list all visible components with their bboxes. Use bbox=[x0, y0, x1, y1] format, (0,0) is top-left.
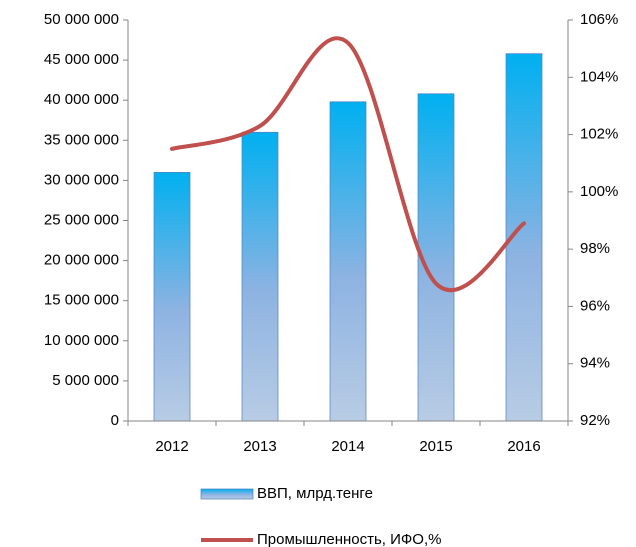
y-tick-label: 30 000 000 bbox=[44, 171, 119, 188]
y2-tick-label: 98% bbox=[580, 240, 610, 257]
y-tick-label: 45 000 000 bbox=[44, 51, 119, 68]
x-tick-label: 2015 bbox=[419, 438, 452, 455]
legend-label: ВВП, млрд.тенге bbox=[257, 485, 373, 502]
x-tick-label: 2016 bbox=[507, 438, 540, 455]
y-tick-label: 15 000 000 bbox=[44, 292, 119, 309]
y2-tick-label: 94% bbox=[580, 355, 610, 372]
line bbox=[170, 36, 526, 293]
bar bbox=[153, 172, 191, 422]
y-tick-label: 40 000 000 bbox=[44, 91, 119, 108]
y-tick-label: 50 000 000 bbox=[44, 11, 119, 28]
y2-tick-label: 104% bbox=[580, 68, 618, 85]
y2-tick-label: 96% bbox=[580, 297, 610, 314]
legend-swatch bbox=[200, 488, 254, 500]
y-tick-label: 20 000 000 bbox=[44, 252, 119, 269]
bar bbox=[241, 131, 279, 422]
y-tick-label: 35 000 000 bbox=[44, 131, 119, 148]
bar bbox=[329, 101, 367, 422]
y-tick-label: 5 000 000 bbox=[52, 372, 119, 389]
legend-label: Промышленность, ИФО,% bbox=[257, 531, 441, 547]
y-tick-label: 0 bbox=[111, 412, 119, 429]
x-tick-label: 2013 bbox=[243, 438, 276, 455]
y-tick-label: 25 000 000 bbox=[44, 211, 119, 228]
x-tick-label: 2014 bbox=[331, 438, 364, 455]
y2-tick-label: 106% bbox=[580, 11, 618, 28]
y2-tick-label: 102% bbox=[580, 126, 618, 143]
y2-tick-label: 92% bbox=[580, 412, 610, 429]
bar bbox=[417, 93, 455, 422]
y2-tick-label: 100% bbox=[580, 183, 618, 200]
y-tick-label: 10 000 000 bbox=[44, 332, 119, 349]
x-tick-label: 2012 bbox=[155, 438, 188, 455]
